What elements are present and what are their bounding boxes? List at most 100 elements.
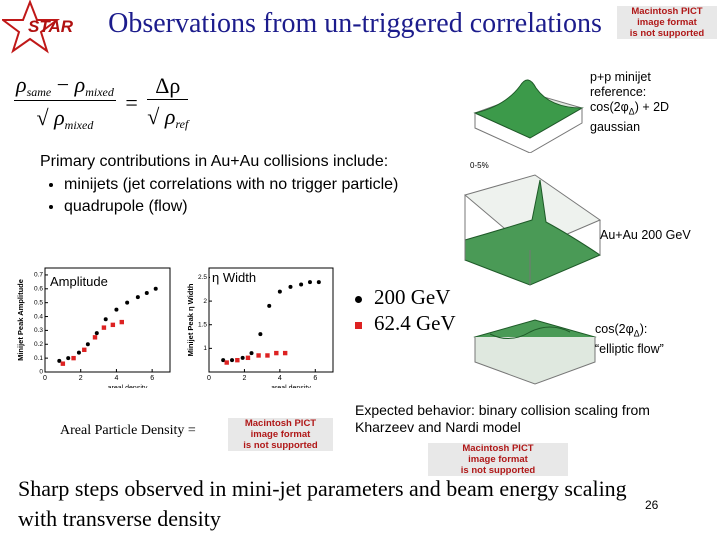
data-point [240,355,245,360]
symbol: ρ [164,104,176,129]
bullet-list: minijets (jet correlations with no trigg… [48,174,398,218]
data-point [288,284,293,289]
areal-label: Areal Particle Density = [60,423,196,438]
page-number: 26 [645,498,659,512]
legend-label: 62.4 GeV [374,311,456,335]
data-point [144,290,149,295]
surface-peak [464,179,602,286]
data-point [114,307,119,312]
subscript: mixed [85,85,114,99]
data-point [82,347,87,353]
fraction: ρsame − ρmixed √ ρmixed [14,72,116,133]
y-tick-label: 0.7 [34,272,43,279]
caption-text: ): [639,322,648,336]
bullet: quadrupole (flow) [64,196,398,218]
pict-line: image format [637,17,697,28]
sqrt: √ [147,104,160,129]
data-point [153,286,158,291]
x-tick-label: 4 [114,375,118,382]
expected-text: Expected behavior: binary collision scal… [355,402,650,435]
data-point [224,360,229,365]
data-point [119,319,124,325]
legend-label: 200 GeV [374,285,451,309]
centrality-label: 0-5% [470,161,489,170]
symbol: Δρ [147,73,189,100]
caption-line: reference: [590,85,647,99]
bullet: minijets (jet correlations with no trigg… [64,174,398,196]
caption-text: cos(2φ [590,100,629,114]
surface-plot [473,79,584,153]
x-tick-label: 6 [150,375,154,382]
pict-placeholder: Macintosh PICT image format is not suppo… [228,418,333,451]
data-point [274,350,279,356]
x-axis-label: areal density [271,385,311,388]
surface-frame [464,195,601,285]
surface-frame [474,108,583,153]
symbol: ρ [54,105,65,130]
pp-caption: p+p minijet reference: cos(2φΔ) + 2D gau… [590,70,669,135]
formula: ρsame − ρmixed √ ρmixed = Δρ √ ρref [14,72,189,133]
data-point [299,282,304,287]
caption-sub: Δ [633,328,640,339]
data-point [101,325,107,330]
data-point [258,332,263,337]
data-point [94,331,99,336]
surface-plot: 0-5% [463,161,602,286]
operator: − [56,72,70,97]
pict-line: is not supported [460,465,536,476]
data-point [76,350,81,355]
x-tick-label: 2 [79,375,83,382]
y-tick-label: 0.2 [34,341,43,348]
data-point [92,335,98,340]
plot-label: η Width [210,270,259,285]
pict-line: image format [250,429,311,440]
x-axis-label: areal density [108,385,148,388]
y-tick-label: 0.4 [34,313,43,320]
legend-swatch [355,295,362,303]
y-tick-label: 0.5 [34,299,43,306]
x-tick-label: 2 [242,375,246,382]
surface-plot [473,319,597,385]
energy-label: Au+Au 200 GeV [600,228,691,242]
plot-frame [208,267,334,373]
star-logo: STAR [2,0,74,54]
fraction: Δρ √ ρref [147,73,189,132]
pict-placeholder: Macintosh PICT image format is not suppo… [428,443,568,476]
pict-line: is not supported [629,28,705,39]
data-point [235,357,240,363]
data-point [230,358,235,363]
surface-peak [473,79,584,139]
pict-line: Macintosh PICT [631,6,703,17]
symbol: ρ [16,72,27,97]
x-tick-label: 4 [278,375,282,382]
y-axis-label: Minijet Peak Amplitude [16,279,25,361]
width-plot: Minijet Peak η Width areal density 1 1.5 2 2.… [186,267,334,388]
amplitude-plot: Minijet Peak Amplitude areal density 0 0.1 0… [16,267,171,388]
data-point [57,358,62,363]
surface-frame [474,337,596,385]
data-point [110,322,116,328]
subscript: mixed [64,118,94,132]
y-tick-label: 0.1 [34,355,43,362]
data-point [66,356,71,361]
y-tick-label: 0 [39,369,43,376]
data-point [256,353,261,358]
data-point [316,280,321,285]
data-point [135,295,140,300]
pict-line: image format [468,454,528,465]
plot-label: Amplitude [48,274,110,289]
caption-line: p+p minijet [590,70,651,84]
caption-text: cos(2φ [595,322,634,336]
data-point [277,289,282,294]
pict-placeholder: Macintosh PICT image format is not suppo… [617,6,717,39]
data-point [71,355,76,361]
symbol: ρ [74,72,86,97]
y-tick-label: 2 [203,298,207,305]
y-tick-label: 1.5 [198,321,207,328]
data-point [307,280,312,285]
caption-line: gaussian [590,119,641,134]
caption-line: “elliptic flow” [595,341,664,356]
surface-wave [489,326,571,339]
y-tick-label: 2.5 [198,274,207,281]
